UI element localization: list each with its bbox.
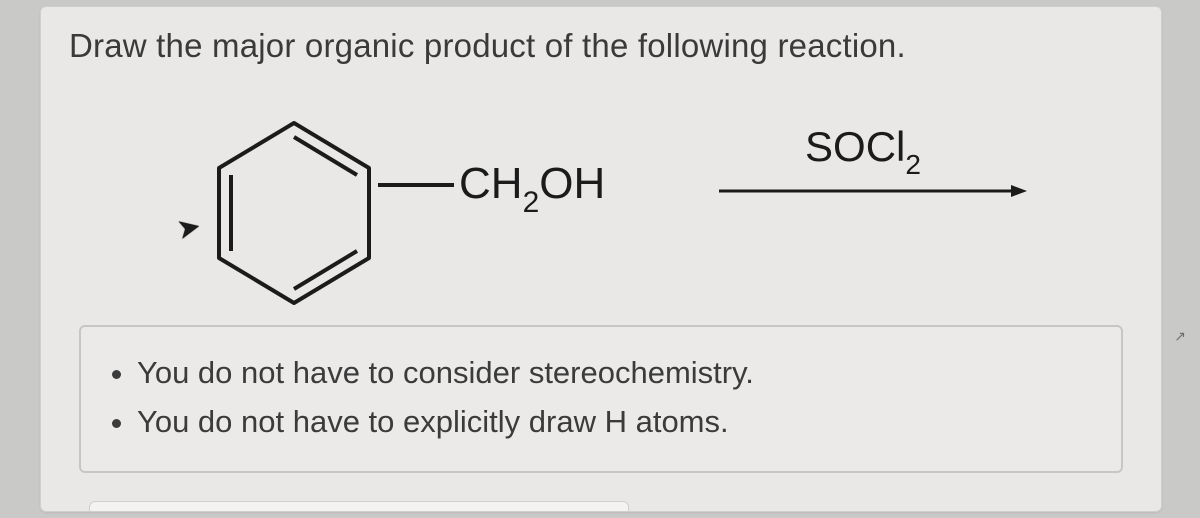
question-panel: Draw the major organic product of the fo… xyxy=(40,6,1162,512)
hint-item: You do not have to consider stereochemis… xyxy=(137,349,1095,398)
question-prompt: Draw the major organic product of the fo… xyxy=(69,27,1133,65)
hints-list: You do not have to consider stereochemis… xyxy=(107,349,1095,447)
hint-item: You do not have to explicitly draw H ato… xyxy=(137,398,1095,447)
toolbar-peek xyxy=(89,501,629,511)
reagent-label-wrap: SOCl2 xyxy=(733,123,993,177)
reaction-scheme: ➤ CH2OH SOCl2 xyxy=(69,95,1133,315)
benzene-ring xyxy=(209,113,379,313)
reaction-arrow xyxy=(719,181,1029,206)
substituent-bond xyxy=(378,183,454,187)
cursor-icon: ➤ xyxy=(174,209,204,246)
hints-box: You do not have to consider stereochemis… xyxy=(79,325,1123,473)
substituent-formula: CH2OH xyxy=(459,159,605,216)
reagent-formula: SOCl2 xyxy=(805,123,921,170)
scroll-hint-icon: ↗ xyxy=(1174,328,1186,345)
